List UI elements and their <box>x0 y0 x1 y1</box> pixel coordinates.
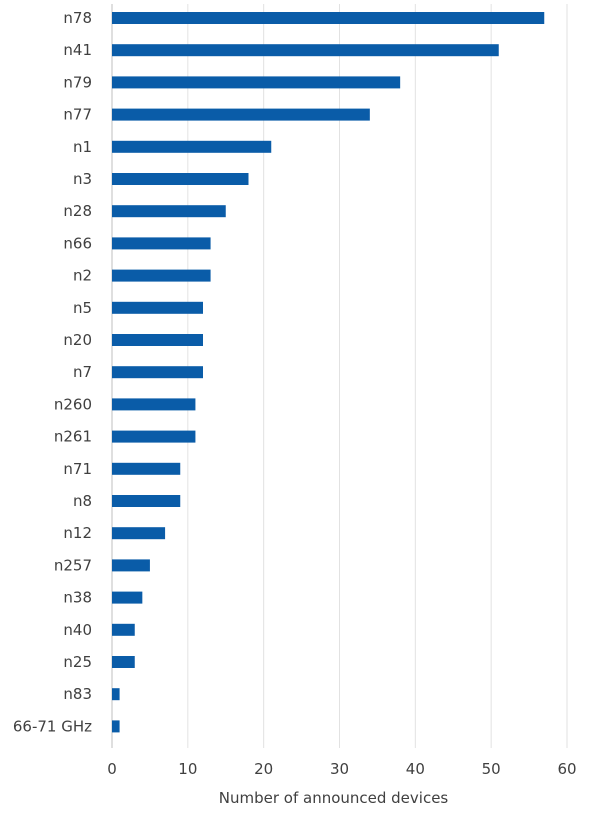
bar-n78 <box>112 12 545 24</box>
bar-n66 <box>112 237 211 250</box>
category-label-n3: n3 <box>73 170 92 188</box>
bar-n77 <box>112 108 370 121</box>
bar-n28 <box>112 205 226 218</box>
bar-n2 <box>112 269 211 282</box>
bar-n5 <box>112 301 203 314</box>
category-label-n78: n78 <box>63 9 92 27</box>
x-tick-label-30: 30 <box>330 760 349 778</box>
category-label-n12: n12 <box>63 524 92 542</box>
category-label-n83: n83 <box>63 685 92 703</box>
bar-n38 <box>112 591 143 604</box>
category-label-n261: n261 <box>54 428 92 446</box>
bar-n261 <box>112 430 196 443</box>
bar-66-71-ghz <box>112 720 120 733</box>
category-label-n8: n8 <box>73 492 92 510</box>
bar-n7 <box>112 366 203 379</box>
category-label-n257: n257 <box>54 556 92 574</box>
x-tick-label-50: 50 <box>482 760 501 778</box>
x-tick-label-60: 60 <box>557 760 576 778</box>
bar-n1 <box>112 140 272 153</box>
bar-n20 <box>112 334 203 346</box>
bar-n12 <box>112 527 166 540</box>
bar-n40 <box>112 623 135 636</box>
x-axis-title: Number of announced devices <box>219 789 449 807</box>
category-label-n5: n5 <box>73 299 92 317</box>
category-label-n71: n71 <box>63 460 92 478</box>
x-tick-label-10: 10 <box>178 760 197 778</box>
category-label-n28: n28 <box>63 202 92 220</box>
category-label-66-71-ghz: 66-71 GHz <box>13 717 92 735</box>
x-tick-label-40: 40 <box>406 760 425 778</box>
x-tick-labels: 0 10 20 30 40 50 60 <box>107 760 576 778</box>
x-tick-label-20: 20 <box>254 760 273 778</box>
category-label-n260: n260 <box>54 395 92 413</box>
category-label-n77: n77 <box>63 106 92 124</box>
category-label-n2: n2 <box>73 267 92 285</box>
bar-n8 <box>112 495 181 507</box>
bar-n79 <box>112 76 401 89</box>
bar-n25 <box>112 656 135 668</box>
bar-n260 <box>112 398 196 411</box>
category-label-n1: n1 <box>73 138 92 156</box>
category-label-n25: n25 <box>63 653 92 671</box>
grid-lines <box>111 4 568 748</box>
bar-n3 <box>112 173 249 185</box>
bar-n41 <box>112 44 499 57</box>
category-label-n40: n40 <box>63 621 92 639</box>
category-label-n20: n20 <box>63 331 92 349</box>
category-labels: n78 n41 n79 n77 n1 n3 n28 n66 n2 n5 n20 n7 n260 n261 n… <box>13 9 92 735</box>
bar-n71 <box>112 462 181 475</box>
x-tick-label-0: 0 <box>107 760 117 778</box>
bar-n257 <box>112 559 150 572</box>
category-label-n7: n7 <box>73 363 92 381</box>
category-label-n41: n41 <box>63 41 92 59</box>
bars <box>112 12 545 733</box>
bar-n83 <box>112 688 120 701</box>
category-label-n66: n66 <box>63 234 92 252</box>
category-label-n38: n38 <box>63 589 92 607</box>
category-label-n79: n79 <box>63 73 92 91</box>
